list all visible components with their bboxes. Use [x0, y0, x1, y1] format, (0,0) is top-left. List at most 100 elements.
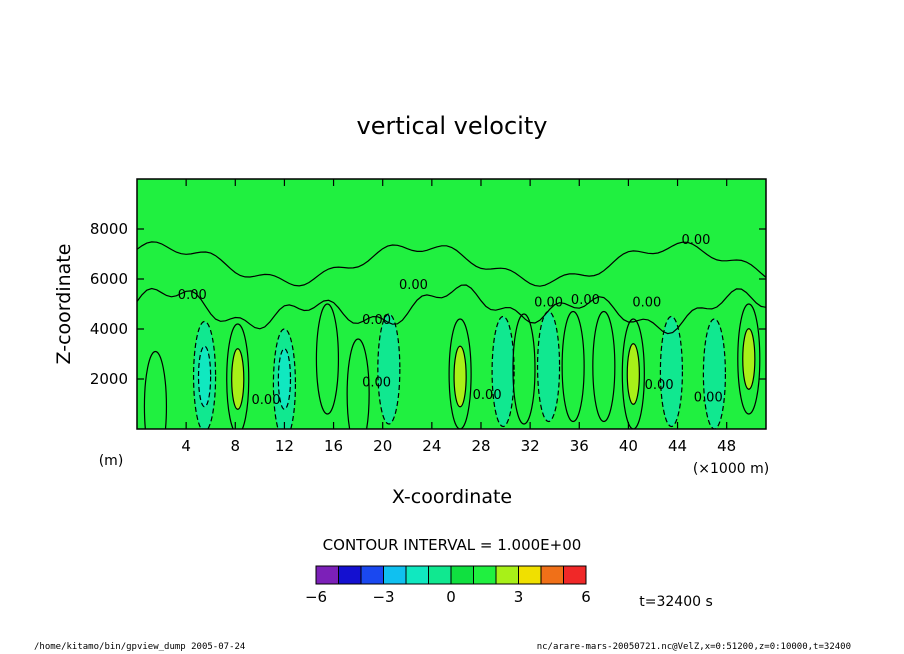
colorbar-swatch — [428, 565, 452, 585]
y-tick-label: 8000 — [90, 220, 128, 238]
x-tick-label: 36 — [570, 437, 589, 455]
contour-line — [561, 310, 585, 423]
chart-title: vertical velocity — [357, 112, 548, 140]
colorbar-swatch — [405, 565, 429, 585]
contour-cell — [278, 348, 291, 410]
colorbar-swatch — [315, 565, 339, 585]
contour-cell — [316, 304, 339, 414]
contour-cell — [454, 346, 467, 407]
colorbar-swatch — [473, 565, 497, 585]
contour-label: 0.00 — [632, 296, 661, 311]
contour-line — [231, 348, 245, 410]
contour-cell — [537, 311, 560, 422]
footer-left: /home/kitamo/bin/gpview_dump 2005-07-24 — [34, 642, 245, 652]
contour-label: 0.00 — [645, 378, 674, 393]
contour-cell — [703, 319, 726, 429]
zero-contour — [137, 241, 766, 287]
contour-line — [226, 323, 250, 429]
contour-label: 0.00 — [571, 293, 600, 308]
colorbar-ticks: −6 −3 0 3 6 — [305, 588, 591, 606]
footer-right: nc/arare-mars-20050721.nc@VelZ,x=0:51200… — [537, 642, 851, 652]
contour-line — [377, 313, 401, 425]
contour-cell — [377, 314, 400, 424]
contour-line — [626, 343, 640, 405]
x-tick-label: 28 — [471, 437, 490, 455]
contour-line — [491, 315, 515, 428]
contour-line — [737, 303, 761, 415]
contour-line — [277, 348, 292, 410]
x-axis: 4 8 12 16 20 24 28 32 36 40 44 48 — [181, 179, 736, 455]
contour-cell — [627, 343, 640, 405]
x-tick-label: 8 — [231, 437, 241, 455]
contour-field — [144, 304, 760, 429]
contour-label: 0.00 — [473, 388, 502, 403]
contour-cell — [512, 314, 535, 424]
contour-label: 0.00 — [534, 296, 563, 311]
contour-line — [702, 318, 726, 429]
x-tick-label: 48 — [717, 437, 736, 455]
colorbar-swatch — [540, 565, 564, 585]
x-tick-label: 44 — [668, 437, 687, 455]
contour-line — [192, 320, 217, 429]
x-tick-label: 4 — [181, 437, 191, 455]
contour-line — [512, 313, 536, 425]
contour-line — [143, 350, 168, 429]
y-axis-label: Z-coordinate — [53, 244, 75, 365]
colorbar-tick-label: −3 — [372, 588, 394, 606]
plot-frame — [136, 178, 767, 430]
x-tick-label: 20 — [373, 437, 392, 455]
contour-line — [448, 318, 472, 429]
contour-lines: 0.00 0.00 0.00 0.00 0.00 0.00 0.00 0.00 0.00 0.00… — [137, 233, 766, 429]
colorbar-tick-label: 3 — [514, 588, 524, 606]
x-tick-label: 32 — [521, 437, 540, 455]
colorbar-swatch — [495, 565, 519, 585]
contour-label: 0.00 — [399, 278, 428, 293]
contour-cell — [231, 348, 244, 410]
contour-line — [592, 310, 616, 423]
contour-line — [621, 318, 645, 429]
colorbar-swatch — [360, 565, 384, 585]
contour-cell — [144, 351, 167, 429]
contour-label: 0.00 — [178, 288, 207, 303]
x-axis-unit: (×1000 m) — [693, 461, 769, 477]
colorbar-swatch — [518, 565, 542, 585]
contour-line — [659, 315, 684, 428]
contour-line — [742, 328, 756, 390]
contour-line — [197, 345, 212, 408]
colorbar-swatch — [338, 565, 362, 585]
contour-label: 0.00 — [362, 313, 391, 328]
contour-cell — [492, 316, 515, 427]
x-tick-label: 24 — [422, 437, 441, 455]
contour-cell — [592, 311, 615, 422]
colorbar-tick-label: −6 — [305, 588, 327, 606]
y-tick-label: 2000 — [90, 370, 128, 388]
y-axis-unit: (m) — [99, 453, 124, 469]
colorbar-tick-label: 6 — [581, 588, 591, 606]
contour-line — [536, 310, 561, 423]
contour-line — [346, 338, 370, 429]
contour-cell — [562, 311, 585, 422]
contour-line — [315, 303, 340, 415]
contour-label: 0.00 — [694, 391, 723, 406]
contour-cell — [742, 328, 755, 390]
x-tick-label: 16 — [324, 437, 343, 455]
x-axis-label: X-coordinate — [392, 486, 512, 508]
contour-cell — [198, 346, 211, 407]
colorbar — [315, 565, 587, 585]
contour-label: 0.00 — [252, 393, 281, 408]
contour-line — [453, 345, 467, 408]
x-tick-label: 12 — [275, 437, 294, 455]
contour-cell — [660, 316, 683, 427]
contour-label: 0.00 — [681, 233, 710, 248]
contour-label: 0.00 — [362, 376, 391, 391]
contour-interval-label: CONTOUR INTERVAL = 1.000E+00 — [323, 536, 582, 554]
contour-cell — [347, 339, 370, 429]
colorbar-swatch — [563, 565, 587, 585]
colorbar-swatch — [450, 565, 474, 585]
contour-line — [272, 328, 297, 429]
y-tick-label: 4000 — [90, 320, 128, 338]
y-tick-label: 6000 — [90, 270, 128, 288]
y-axis: 2000 4000 6000 8000 — [90, 220, 766, 388]
zero-contour — [137, 284, 766, 335]
